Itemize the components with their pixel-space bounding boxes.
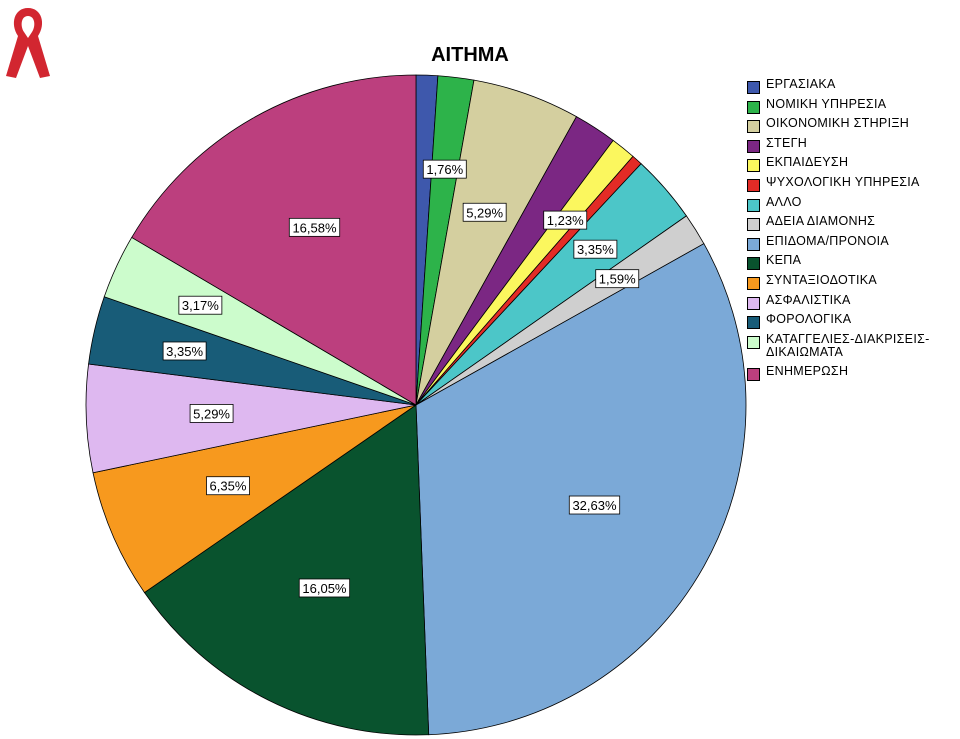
legend-label: ΑΔΕΙΑ ΔΙΑΜΟΝΗΣ [766, 214, 876, 229]
legend-label: ΕΡΓΑΣΙΑΚΑ [766, 77, 836, 91]
legend-label: ΣΤΕΓΗ [766, 135, 808, 150]
legend-item: ΕΚΠΑΙΔΕΥΣΗ [747, 156, 957, 176]
legend-label: ΨΥΧΟΛΟΓΙΚΗ ΥΠΗΡΕΣΙΑ [766, 174, 920, 189]
legend-swatch [747, 198, 760, 212]
legend-item: ΕΠΙΔΟΜΑ/ΠΡΟΝΟΙΑ [747, 233, 957, 255]
legend-item: ΨΥΧΟΛΟΓΙΚΗ ΥΠΗΡΕΣΙΑ [747, 174, 957, 196]
svg-text:16,58%: 16,58% [292, 220, 337, 235]
svg-text:3,17%: 3,17% [182, 298, 219, 313]
legend-item: ΕΝΗΜΕΡΩΣΗ [747, 363, 957, 385]
legend-swatch [747, 218, 760, 232]
legend-swatch [747, 237, 760, 251]
legend-swatch [747, 178, 760, 192]
legend-item: ΚΑΤΑΓΓΕΛΙΕΣ-ΔΙΑΚΡΙΣΕΙΣ-ΔΙΚΑΙΩΜΑΤΑ [747, 331, 957, 365]
slice-data-label: 3,17% [178, 295, 223, 315]
legend-label: ΝΟΜΙΚΗ ΥΠΗΡΕΣΙΑ [766, 96, 887, 111]
slice-data-label: 1,23% [543, 210, 588, 230]
legend-label: ΕΝΗΜΕΡΩΣΗ [766, 363, 849, 378]
legend-swatch [747, 81, 760, 94]
legend-item: ΟΙΚΟΝΟΜΙΚΗ ΣΤΗΡΙΞΗ [747, 117, 957, 137]
legend-label: ΑΣΦΑΛΙΣΤΙΚΑ [766, 292, 851, 307]
legend-swatch [747, 139, 760, 153]
legend-label: ΑΛΛΟ [766, 194, 802, 209]
legend-swatch [747, 159, 760, 173]
slice-data-label: 3,35% [162, 341, 207, 361]
legend-item: ΕΡΓΑΣΙΑΚΑ [747, 78, 957, 98]
svg-text:1,23%: 1,23% [547, 213, 584, 228]
svg-text:16,05%: 16,05% [302, 581, 347, 596]
slice-data-label: 1,59% [595, 269, 640, 289]
svg-text:3,35%: 3,35% [577, 242, 614, 257]
svg-text:32,63%: 32,63% [572, 498, 617, 513]
svg-text:5,29%: 5,29% [193, 406, 230, 421]
legend-item: ΑΣΦΑΛΙΣΤΙΚΑ [747, 292, 957, 314]
legend-label: ΟΙΚΟΝΟΜΙΚΗ ΣΤΗΡΙΞΗ [766, 116, 910, 131]
legend-swatch [747, 316, 760, 330]
legend-label: ΕΚΠΑΙΔΕΥΣΗ [766, 155, 849, 170]
legend: ΕΡΓΑΣΙΑΚΑ ΝΟΜΙΚΗ ΥΠΗΡΕΣΙΑ ΟΙΚΟΝΟΜΙΚΗ ΣΤΗΡΙ… [747, 78, 957, 384]
pie-slice [143, 404, 430, 736]
legend-item: ΑΔΕΙΑ ΔΙΑΜΟΝΗΣ [747, 215, 957, 235]
slice-data-label: 5,29% [462, 202, 507, 222]
legend-swatch [747, 296, 760, 310]
slice-data-label: 3,35% [573, 239, 618, 259]
legend-label: ΦΟΡΟΛΟΓΙΚΑ [766, 312, 852, 327]
legend-swatch [747, 257, 760, 271]
slice-data-label: 5,29% [189, 404, 234, 423]
legend-label: ΚΑΤΑΓΓΕΛΙΕΣ-ΔΙΑΚΡΙΣΕΙΣ-ΔΙΚΑΙΩΜΑΤΑ [766, 331, 930, 359]
pie-slice [131, 74, 417, 406]
legend-item: ΑΛΛΟ [747, 194, 957, 216]
legend-swatch [747, 367, 760, 381]
legend-swatch [747, 276, 760, 290]
pie-slice [92, 404, 417, 594]
ribbon-loop [6, 8, 50, 78]
legend-label: ΕΠΙΔΟΜΑ/ΠΡΟΝΟΙΑ [766, 233, 890, 248]
legend-item: ΣΥΝΤΑΞΙΟΔΟΤΙΚΑ [747, 272, 957, 294]
legend-label: ΚΕΠΑ [766, 253, 802, 268]
pie-slice [415, 243, 747, 736]
legend-item: ΣΤΕΓΗ [747, 135, 957, 157]
legend-label: ΣΥΝΤΑΞΙΟΔΟΤΙΚΑ [766, 272, 877, 287]
slice-data-label: 16,58% [288, 217, 341, 237]
svg-text:3,35%: 3,35% [166, 344, 203, 359]
chart-title: ΑΙΤΗΜΑ [431, 44, 509, 66]
red-ribbon-logo [2, 2, 54, 82]
svg-text:1,59%: 1,59% [599, 272, 636, 287]
svg-text:1,76%: 1,76% [426, 162, 463, 177]
legend-swatch [747, 335, 760, 349]
slice-data-label: 32,63% [568, 495, 621, 515]
legend-item: ΦΟΡΟΛΟΓΙΚΑ [747, 313, 957, 333]
legend-swatch [747, 100, 760, 114]
svg-text:6,35%: 6,35% [210, 479, 247, 494]
slice-data-label: 1,76% [422, 159, 467, 179]
svg-text:5,29%: 5,29% [466, 205, 503, 220]
legend-swatch [747, 120, 760, 134]
legend-item: ΝΟΜΙΚΗ ΥΠΗΡΕΣΙΑ [747, 96, 957, 118]
slice-data-label: 16,05% [298, 578, 351, 598]
slice-data-label: 6,35% [206, 476, 250, 496]
legend-item: ΚΕΠΑ [747, 254, 957, 274]
